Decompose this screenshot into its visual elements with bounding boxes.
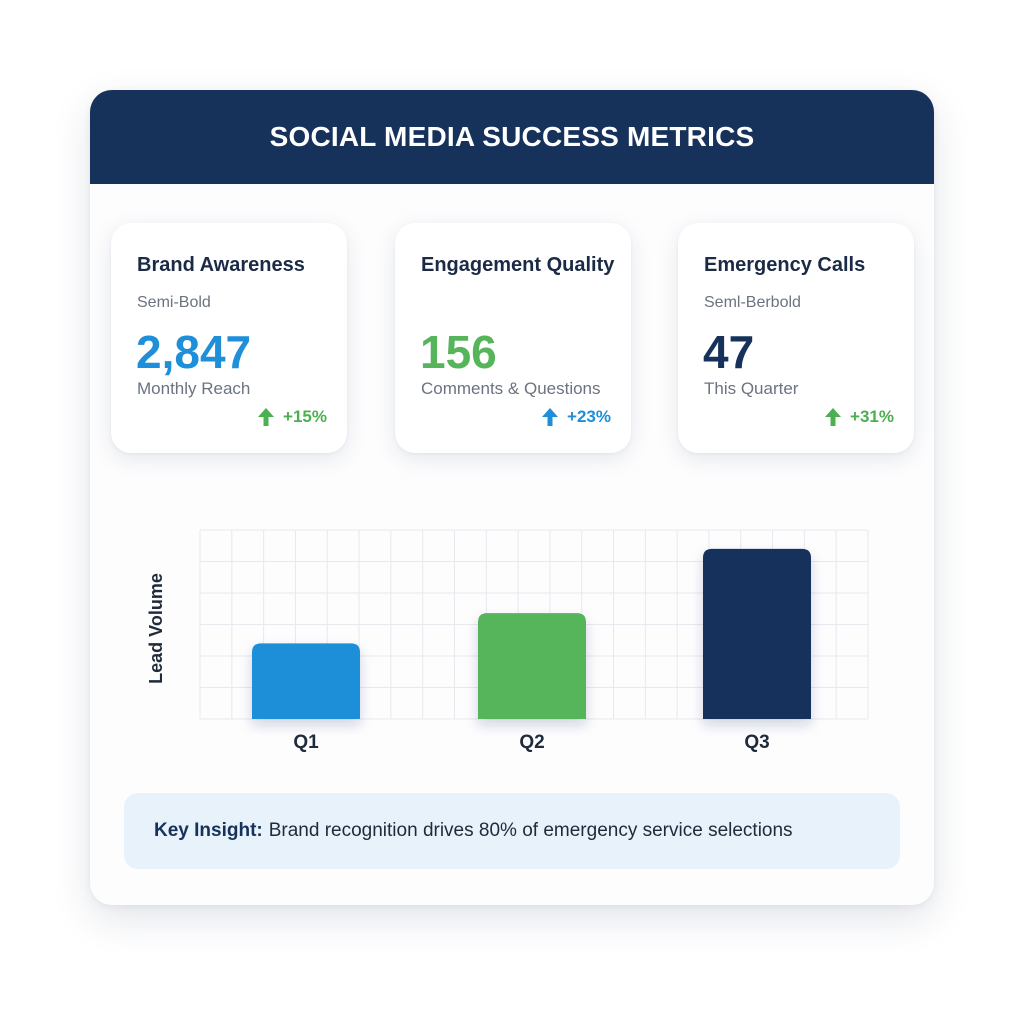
bar-q2 xyxy=(478,613,586,719)
header-bar: SOCIAL MEDIA SUCCESS METRICS xyxy=(90,90,934,184)
y-axis-label: Lead Volume xyxy=(146,573,166,684)
x-tick-label: Q2 xyxy=(519,732,544,753)
bar-q1 xyxy=(252,643,360,719)
card-value: 156 xyxy=(420,326,497,378)
metric-card-brand-awareness: Brand Awareness Semi-Bold 2,847 Monthly … xyxy=(111,223,347,453)
x-tick-label: Q1 xyxy=(293,732,319,753)
card-change-text: +15% xyxy=(283,407,327,426)
card-label: Comments & Questions xyxy=(421,379,601,398)
card-subtitle: Seml-Berbold xyxy=(704,294,801,311)
bar-q3 xyxy=(703,548,811,719)
card-label: This Quarter xyxy=(704,379,799,398)
metric-card-emergency-calls: Emergency Calls Seml-Berbold 47 This Qua… xyxy=(678,223,914,453)
x-tick-label: Q3 xyxy=(744,732,769,753)
metrics-panel: SOCIAL MEDIA SUCCESS METRICS Brand Aware… xyxy=(90,90,934,905)
card-change: +15% xyxy=(257,407,327,427)
card-title: Engagement Quality xyxy=(421,254,615,276)
card-change: +23% xyxy=(541,407,611,427)
card-label: Monthly Reach xyxy=(137,379,251,398)
key-insight-box: Key Insight: Brand recognition drives 80… xyxy=(124,793,900,869)
card-title: Brand Awareness xyxy=(137,254,305,276)
bar-chart: Q1 Q2 Q3 Lead Volume xyxy=(146,529,869,753)
card-change-text: +23% xyxy=(567,407,611,426)
lead-volume-chart: Q1 Q2 Q3 Lead Volume xyxy=(140,520,884,770)
card-change: +31% xyxy=(824,407,894,427)
card-value: 47 xyxy=(703,326,755,378)
card-title: Emergency Calls xyxy=(704,254,866,276)
card-value: 2,847 xyxy=(136,326,252,378)
arrow-up-icon xyxy=(258,408,275,426)
card-subtitle: Semi-Bold xyxy=(137,294,211,311)
arrow-up-icon xyxy=(825,408,842,426)
metric-card-engagement-quality: Engagement Quality 156 Comments & Questi… xyxy=(395,223,631,453)
card-change-text: +31% xyxy=(850,407,894,426)
arrow-up-icon xyxy=(542,408,559,426)
page-title: SOCIAL MEDIA SUCCESS METRICS xyxy=(269,121,755,152)
insight-label: Key Insight: xyxy=(154,820,263,841)
insight-text: Brand recognition drives 80% of emergenc… xyxy=(268,820,793,841)
